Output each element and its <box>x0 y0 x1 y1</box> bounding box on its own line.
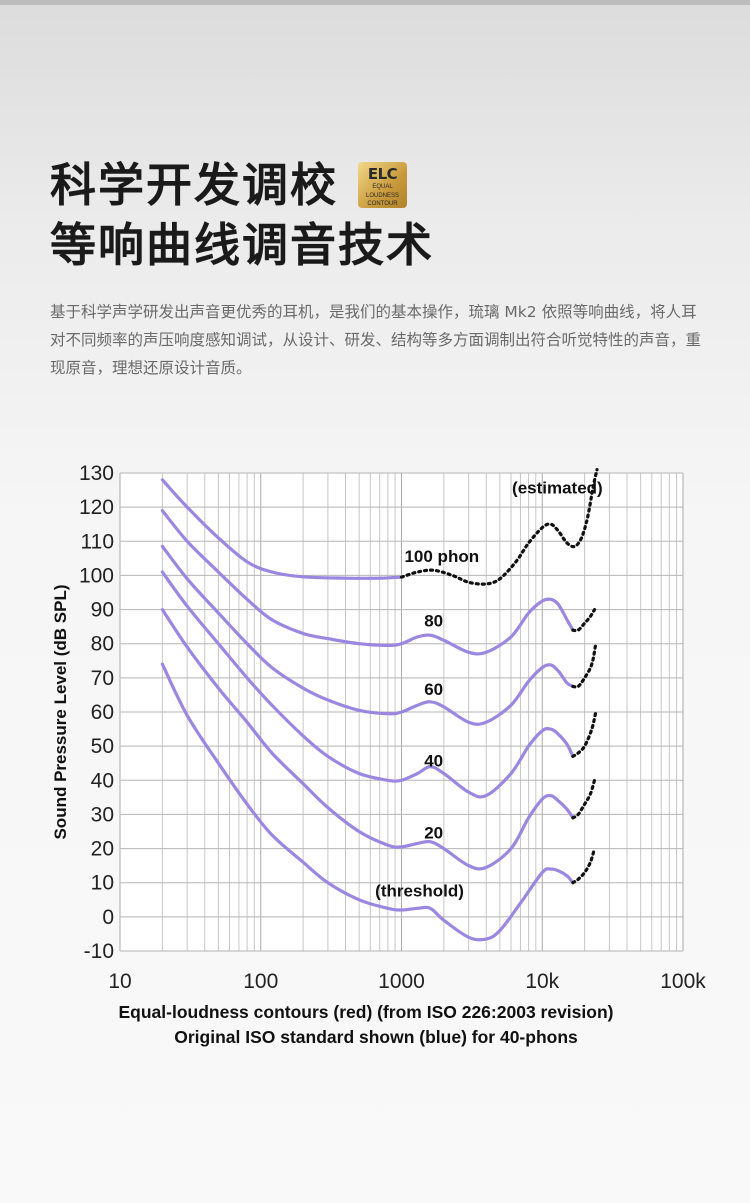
chart-grid <box>119 472 684 952</box>
badge-logo-text: ELC <box>367 165 398 183</box>
x-tick-label: 100k <box>660 970 706 993</box>
chart-annotation: 20 <box>424 823 443 842</box>
y-tick-label: 10 <box>91 872 114 895</box>
elc-badge-logo: ELC EQUAL LOUDNESS CONTOUR <box>358 162 407 208</box>
y-tick-label: 0 <box>102 906 114 929</box>
equal-loudness-chart: -10 0 10 20 30 40 50 60 70 80 90 100 110 120 130 10 100… <box>51 462 706 1047</box>
intro-paragraph: 基于科学声学研发出声音更优秀的耳机，是我们的基本操作，琉璃 Mk2 依照等响曲线… <box>50 303 702 377</box>
y-tick-label: 100 <box>79 564 114 587</box>
badge-text-line1: EQUAL <box>372 184 393 190</box>
page-title-line2: 等响曲线调音技术 <box>50 218 434 272</box>
y-tick-label: 30 <box>91 803 114 826</box>
x-tick-labels: 10 100 1000 10k 100k <box>108 970 706 993</box>
y-tick-label: 110 <box>81 530 114 553</box>
series-line-estimated <box>399 468 599 586</box>
badge-text-line3: CONTOUR <box>367 201 398 207</box>
series-line <box>160 544 575 726</box>
chart-annotation: 100 phon <box>404 547 479 566</box>
series-line <box>160 509 575 656</box>
y-tick-label: -10 <box>84 940 114 963</box>
caption-line1: Equal-loudness contours (red) (from ISO … <box>119 1002 614 1022</box>
y-tick-label: 60 <box>91 701 114 724</box>
series-line-estimated <box>571 847 597 885</box>
y-tick-label: 40 <box>91 769 114 792</box>
series-line <box>160 608 575 871</box>
x-tick-label: 10k <box>525 970 559 993</box>
y-tick-label: 120 <box>79 496 114 519</box>
series-line-estimated <box>571 642 598 689</box>
y-tick-labels: -10 0 10 20 30 40 50 60 70 80 90 100 110 120 130 <box>79 462 114 963</box>
chart-annotation: (threshold) <box>375 881 464 900</box>
x-tick-label: 1000 <box>378 970 425 993</box>
x-tick-label: 10 <box>108 970 131 993</box>
chart-annotation: 60 <box>424 680 443 699</box>
chart-annotations: (estimated) 100 phon 80 60 40 20 (threshold) <box>375 478 603 900</box>
chart-annotation: (estimated) <box>512 478 603 497</box>
top-bar <box>0 0 750 5</box>
badge-text-line2: LOUDNESS <box>365 192 399 199</box>
y-tick-label: 70 <box>91 667 114 690</box>
y-tick-label: 130 <box>79 462 114 485</box>
series-line <box>160 662 575 942</box>
chart-curves <box>160 468 599 942</box>
y-tick-label: 20 <box>91 838 114 861</box>
chart-annotation: 80 <box>424 612 443 631</box>
y-tick-label: 50 <box>91 735 114 758</box>
series-line <box>160 478 404 580</box>
series-line-estimated <box>571 778 597 820</box>
page-title-line1: 科学开发调校 <box>50 158 338 212</box>
caption-line2: Original ISO standard shown (blue) for 4… <box>174 1027 578 1047</box>
y-tick-label: 90 <box>91 599 114 622</box>
y-axis-label: Sound Pressure Level (dB SPL) <box>51 584 70 839</box>
chart-annotation: 40 <box>424 752 443 771</box>
x-tick-label: 100 <box>243 970 278 993</box>
y-tick-label: 80 <box>91 633 114 656</box>
series-line <box>160 570 575 799</box>
series-line-estimated <box>571 608 597 633</box>
